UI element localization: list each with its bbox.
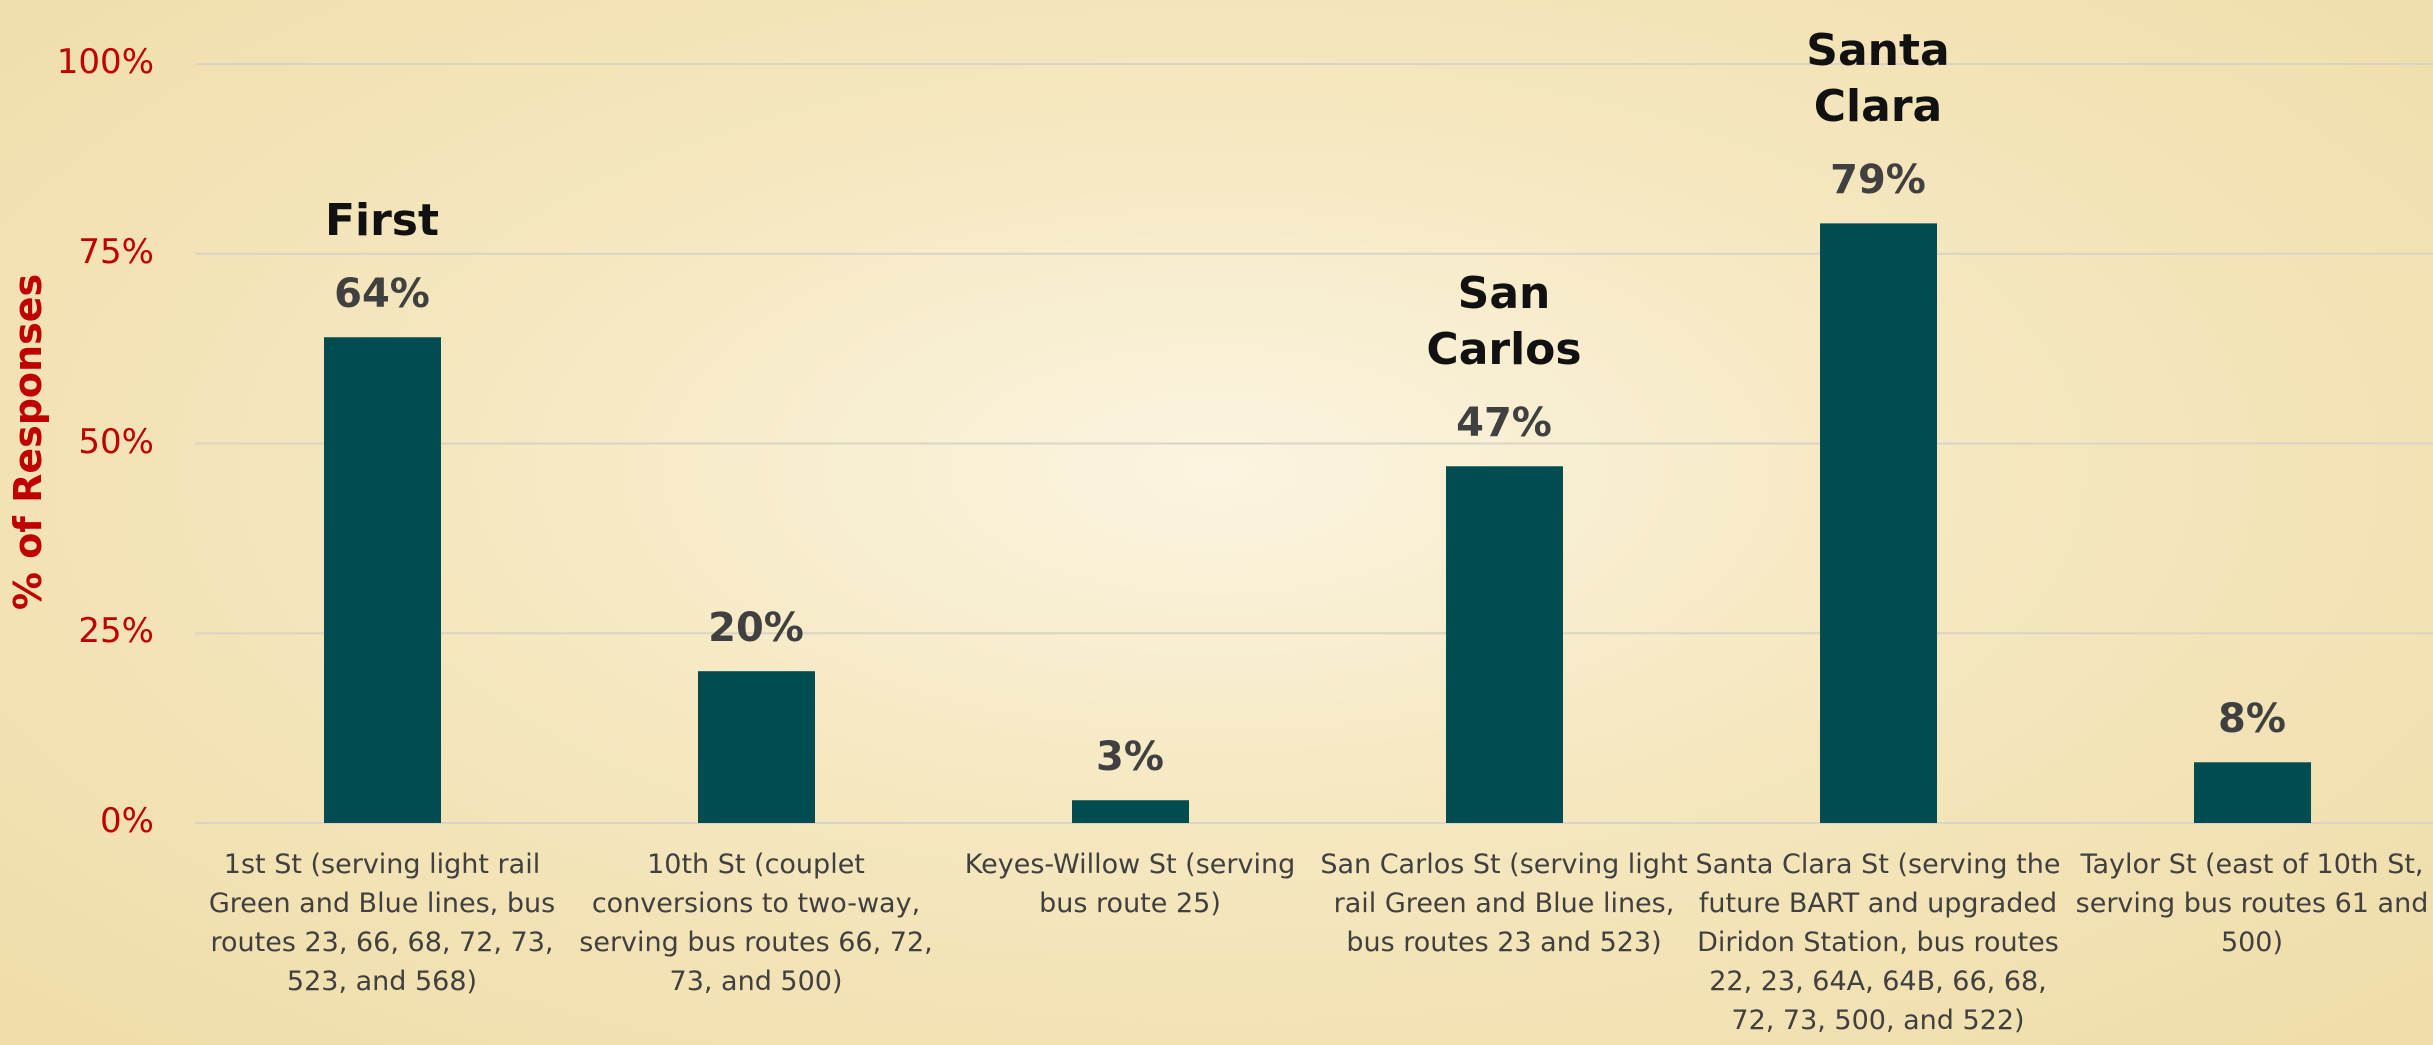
bar: [698, 671, 815, 823]
value-label: 3%: [1030, 734, 1230, 780]
bar: [2194, 762, 2311, 823]
bar-annotation: Santa Clara: [1793, 23, 1963, 135]
y-tick-label: 50%: [14, 422, 154, 462]
bar: [1072, 800, 1189, 823]
y-tick-label: 0%: [14, 801, 154, 841]
x-tick-label: Taylor St (east of 10th St, serving bus …: [2067, 845, 2433, 962]
y-tick-label: 100%: [14, 42, 154, 82]
bar-annotation: First: [297, 193, 467, 249]
bar: [1446, 466, 1563, 823]
x-tick-label: 10th St (couplet conversions to two-way,…: [571, 845, 941, 1001]
y-tick-label: 25%: [14, 611, 154, 651]
value-label: 47%: [1404, 400, 1604, 446]
y-tick-label: 75%: [14, 232, 154, 272]
x-tick-label: 1st St (serving light rail Green and Blu…: [197, 845, 567, 1001]
value-label: 20%: [656, 605, 856, 651]
value-label: 8%: [2152, 696, 2352, 742]
x-tick-label: San Carlos St (serving light rail Green …: [1319, 845, 1689, 962]
bar-annotation: San Carlos: [1419, 266, 1589, 378]
x-tick-label: Santa Clara St (serving the future BART …: [1693, 845, 2063, 1040]
bar: [324, 337, 441, 823]
chart: % of Responses 0%25%50%75%100%1st St (se…: [0, 0, 2433, 1045]
bar: [1820, 223, 1937, 823]
x-tick-label: Keyes-Willow St (serving bus route 25): [945, 845, 1315, 923]
value-label: 79%: [1778, 157, 1978, 203]
value-label: 64%: [282, 271, 482, 317]
